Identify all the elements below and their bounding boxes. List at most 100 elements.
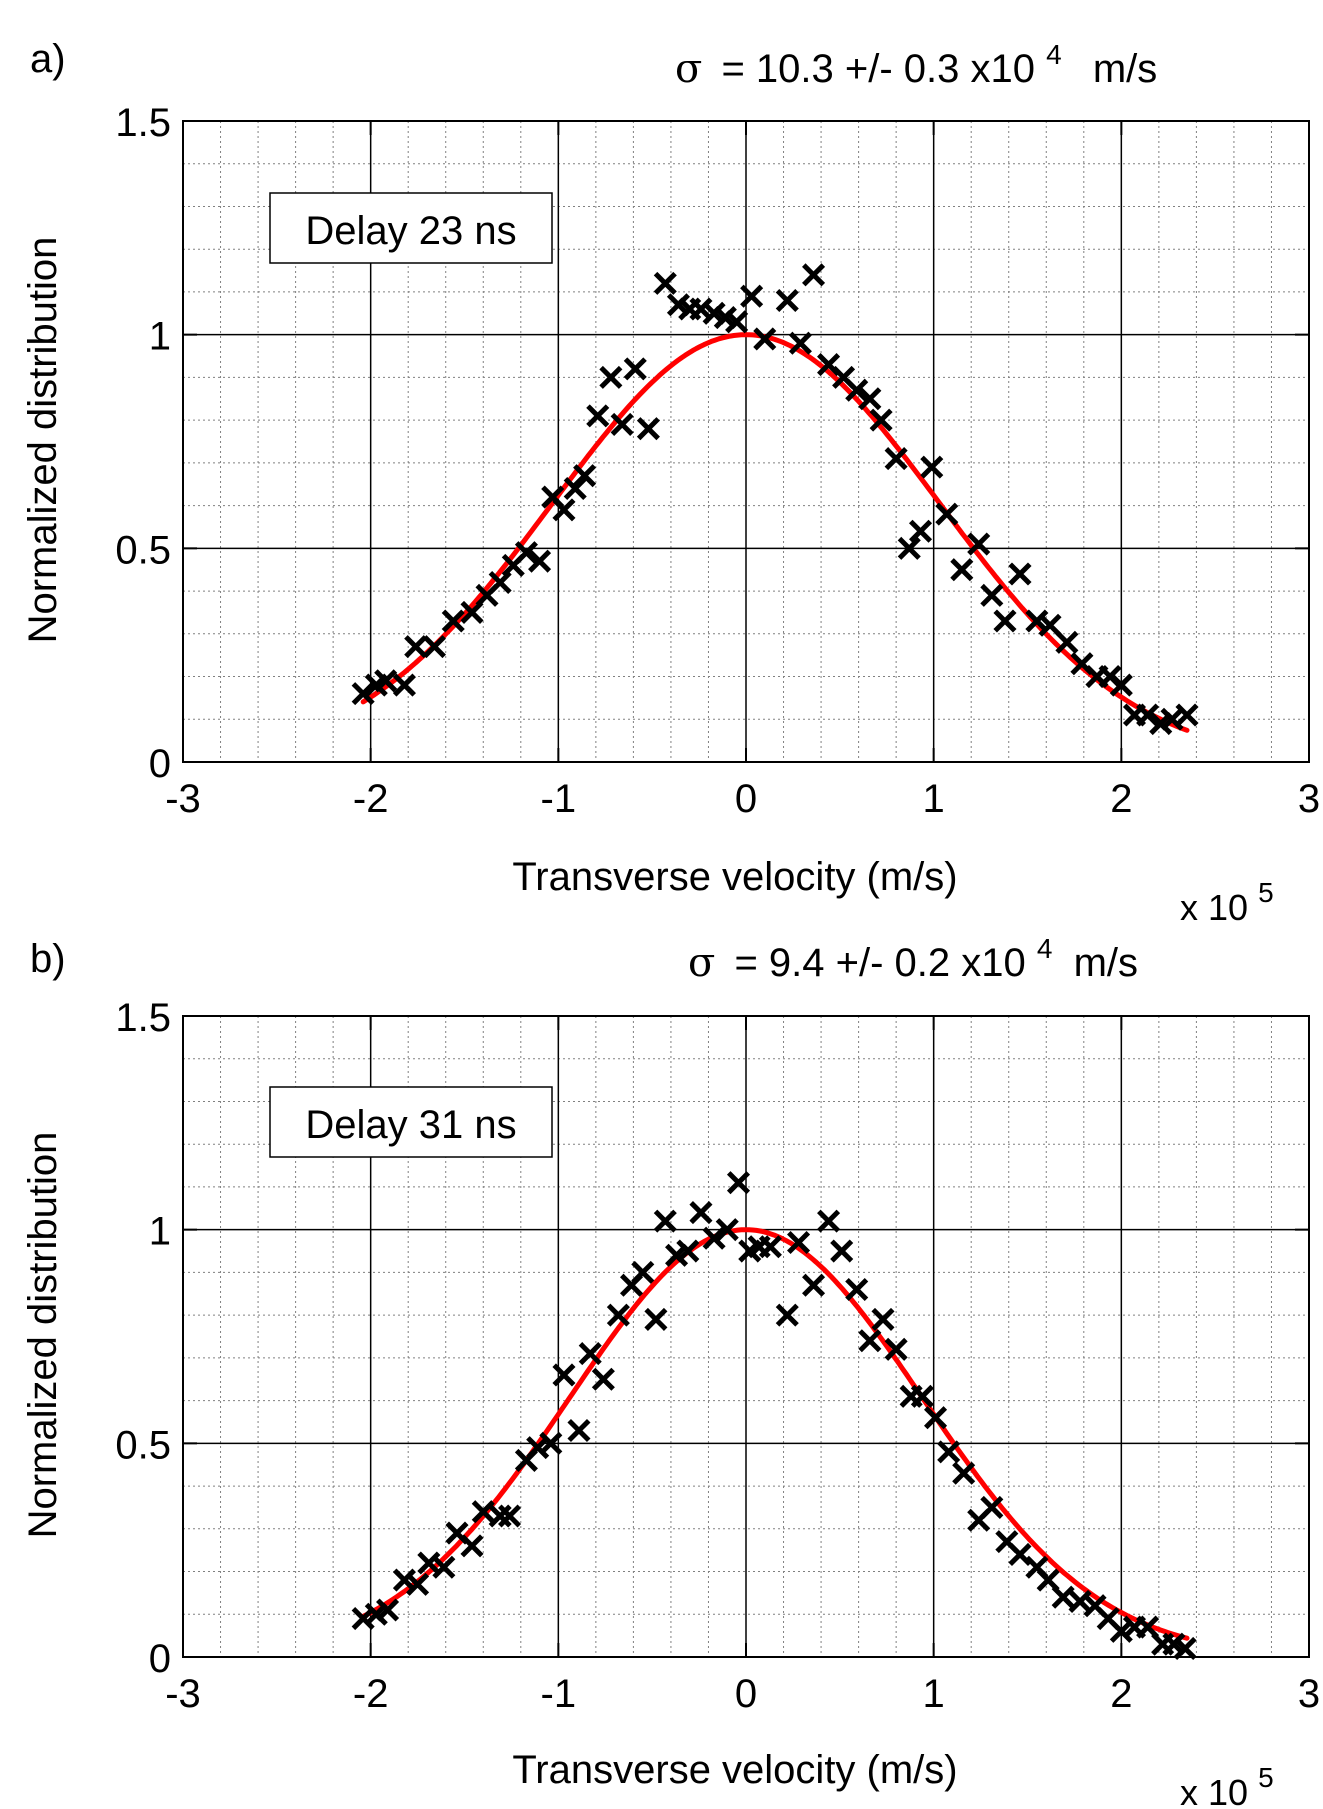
data-marker [908, 519, 933, 543]
x-scale-exponent: 5 [1258, 877, 1274, 908]
x-scale-base: x 10 [1180, 887, 1248, 928]
data-marker [689, 1201, 713, 1225]
data-marker [573, 464, 597, 488]
x-scale-exponent: 5 [1258, 1762, 1274, 1793]
data-marker [753, 327, 777, 351]
data-marker [1109, 673, 1133, 697]
data-marker [631, 1260, 655, 1284]
x-scale-multiplier: x 10 5 [1180, 877, 1274, 928]
data-marker [858, 1329, 882, 1353]
y-tick-label: 1 [149, 1210, 171, 1254]
data-marker [552, 1363, 576, 1387]
x-tick-label: 3 [1298, 1672, 1320, 1716]
gaussian-fit-line [360, 1227, 1190, 1641]
data-marker [1136, 703, 1160, 727]
data-marker [802, 1273, 826, 1297]
x-tick-label: 0 [735, 1672, 757, 1716]
data-marker [702, 301, 726, 325]
data-marker [910, 1384, 934, 1408]
y-tick-label: 0 [149, 1637, 171, 1681]
data-marker [1136, 1615, 1160, 1639]
data-marker [406, 1572, 430, 1596]
sigma-value: = 9.4 +/- 0.2 x10 [734, 941, 1025, 985]
data-marker [788, 331, 812, 355]
data-marker [376, 1598, 400, 1622]
x-tick-label: -1 [541, 777, 577, 821]
data-marker [653, 1209, 677, 1233]
data-marker [636, 417, 660, 441]
x-tick-label: 1 [923, 1672, 945, 1716]
x-tick-labels: -3 -2 -1 0 1 2 3 [165, 1672, 1320, 1716]
data-marker [623, 357, 647, 381]
x-scale-base: x 10 [1180, 1772, 1248, 1809]
data-marker [666, 293, 690, 317]
x-tick-label: -1 [541, 1672, 577, 1716]
data-marker [920, 455, 944, 479]
data-marker [1008, 562, 1032, 586]
data-marker [539, 1431, 563, 1455]
x-tick-label: -2 [353, 1672, 389, 1716]
data-marker [1149, 712, 1173, 736]
gaussian-fit-line [360, 332, 1190, 733]
data-marker [845, 378, 869, 402]
data-markers [351, 263, 1199, 736]
data-marker [993, 609, 1017, 633]
tick-marks [182, 120, 1310, 763]
x-tick-label: -2 [353, 777, 389, 821]
data-marker [1036, 1568, 1060, 1592]
y-tick-labels: 0 0.5 1 1.5 [115, 996, 171, 1681]
panel-b: 0 0.5 1 1.5 -3 -2 -1 0 1 2 3 b) σ = 9.4 +/- 0.2 x… [21, 933, 1320, 1809]
y-tick-label: 0.5 [115, 528, 171, 572]
data-marker [980, 583, 1004, 607]
data-marker [830, 1239, 854, 1263]
data-marker [471, 1500, 495, 1524]
x-scale-multiplier: x 10 5 [1180, 1762, 1274, 1809]
data-marker [980, 1495, 1004, 1519]
y-tick-label: 0.5 [115, 1423, 171, 1467]
data-marker [775, 1303, 799, 1327]
data-marker [498, 1504, 522, 1528]
data-marker [758, 1235, 782, 1259]
data-marker [787, 1230, 811, 1255]
data-marker [715, 1218, 739, 1242]
legend-box [269, 1086, 553, 1158]
y-tick-label: 1.5 [115, 996, 171, 1040]
data-marker [713, 306, 737, 330]
y-axis-label: Normalized distribution [21, 237, 65, 644]
tick-marks [182, 1015, 1310, 1658]
data-marker [586, 404, 610, 428]
data-marker [599, 365, 623, 389]
panel-a: 0 0.5 1 1.5 -3 -2 -1 0 1 2 3 a) σ = 10.3 +/- 0.3 … [21, 37, 1320, 928]
x-tick-label: 2 [1110, 777, 1132, 821]
data-marker [528, 549, 552, 573]
data-marker [884, 1337, 908, 1361]
data-marker [775, 288, 799, 313]
panel-label: a) [30, 37, 66, 81]
data-marker [665, 1243, 689, 1267]
x-tick-label: 2 [1110, 1672, 1132, 1716]
data-marker [460, 1534, 484, 1558]
data-marker [364, 1602, 388, 1626]
data-marker [591, 1367, 615, 1391]
x-tick-label: 1 [923, 777, 945, 821]
data-marker [1038, 613, 1062, 637]
data-marker [610, 412, 634, 436]
data-marker [374, 669, 398, 693]
data-marker [1162, 1632, 1186, 1656]
data-marker [676, 1239, 700, 1263]
data-marker [606, 1303, 630, 1327]
data-marker [869, 408, 893, 432]
data-marker [460, 600, 484, 624]
sigma-value: = 10.3 +/- 0.3 x10 [721, 47, 1035, 91]
data-marker [740, 284, 764, 308]
data-markers [351, 1171, 1197, 1660]
data-marker [432, 1555, 456, 1579]
data-marker [422, 635, 447, 659]
data-marker [488, 570, 512, 595]
x-tick-label: 0 [735, 777, 757, 821]
data-marker [952, 1461, 976, 1485]
data-marker [441, 609, 465, 633]
data-marker [351, 682, 375, 706]
data-marker [702, 1226, 726, 1250]
